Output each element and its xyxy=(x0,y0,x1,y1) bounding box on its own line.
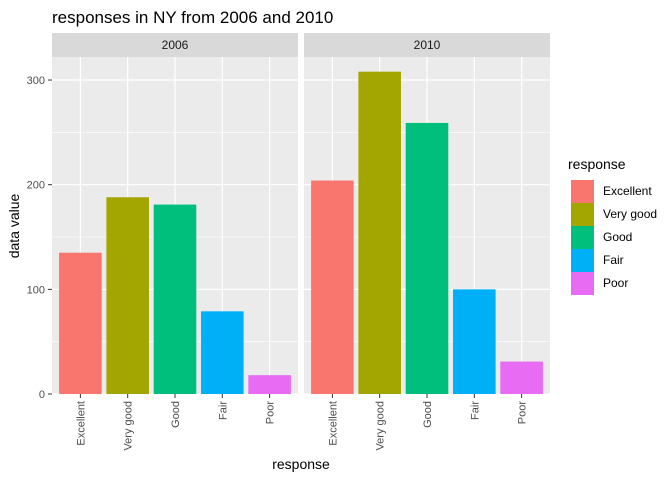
bar-2006-excellent xyxy=(59,252,102,394)
legend: response Excellent Very good Good Fair Poor xyxy=(568,156,657,295)
x-tick-label: Excellent xyxy=(75,401,87,446)
y-tick-label: 300 xyxy=(27,75,45,87)
chart-title: responses in NY from 2006 and 2010 xyxy=(52,8,333,27)
y-axis-title: data value xyxy=(6,193,22,258)
legend-key-very-good xyxy=(571,203,594,226)
bar-2006-fair xyxy=(201,311,244,394)
bar-2006-good xyxy=(153,204,197,394)
x-tick-label: Fair xyxy=(469,401,481,420)
facet-strip-background xyxy=(52,33,298,57)
x-tick-label: Fair xyxy=(217,401,229,420)
facets-layer: 2006 Excellent Very good Good Fair Poor 2010 Ex… xyxy=(27,27,550,451)
y-tick-label: 200 xyxy=(27,180,45,192)
x-tick-label: Very good xyxy=(375,401,387,451)
legend-key-fair xyxy=(571,249,594,272)
y-tick-label: 0 xyxy=(39,389,45,401)
legend-key-excellent xyxy=(571,180,594,203)
facet-panel-2006: 2006 Excellent Very good Good Fair Poor xyxy=(52,27,298,451)
bar-2010-poor xyxy=(500,361,543,394)
facet-strip-label: 2010 xyxy=(414,38,441,52)
legend-label-poor: Poor xyxy=(603,276,628,290)
bar-2010-fair xyxy=(453,289,496,394)
legend-title: response xyxy=(568,156,626,172)
y-tick-label: 100 xyxy=(27,284,45,296)
x-tick-label: Poor xyxy=(517,401,529,425)
x-tick-label: Good xyxy=(422,401,434,428)
legend-key-poor xyxy=(571,272,594,295)
legend-label-excellent: Excellent xyxy=(603,184,652,198)
bar-2010-excellent xyxy=(311,180,354,394)
x-axis-title: response xyxy=(272,456,330,472)
x-tick-label: Very good xyxy=(123,401,135,451)
legend-label-fair: Fair xyxy=(603,253,624,267)
facet-panel-2010: 2010 Excellent Very good Good Fair Poor xyxy=(304,27,550,451)
bar-2006-very-good xyxy=(106,197,149,394)
bar-2010-good xyxy=(405,122,449,394)
facet-strip-background xyxy=(304,33,550,57)
y-axis: 0 100 200 300 xyxy=(27,75,52,401)
legend-label-very-good: Very good xyxy=(603,207,657,221)
bar-2010-very-good xyxy=(358,71,401,395)
x-tick-label: Excellent xyxy=(327,401,339,446)
x-tick-label: Good xyxy=(170,401,182,428)
x-tick-label: Poor xyxy=(265,401,277,425)
legend-key-good xyxy=(571,226,594,249)
facet-strip-label: 2006 xyxy=(162,38,189,52)
bar-2006-poor xyxy=(248,375,291,394)
legend-label-good: Good xyxy=(603,230,632,244)
